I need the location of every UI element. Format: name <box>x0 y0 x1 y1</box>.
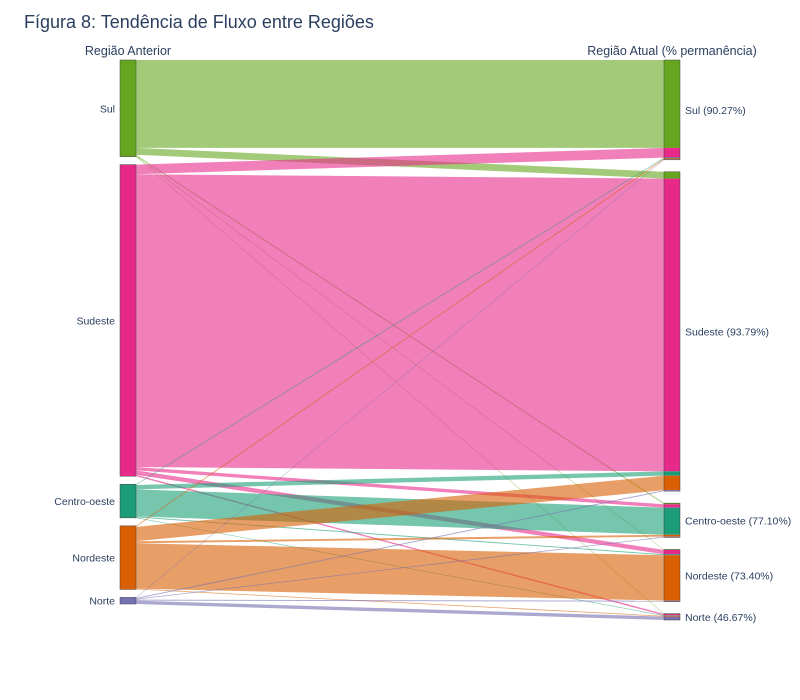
source-label-centro-oeste: Centro-oeste <box>54 496 115 508</box>
nodes-layer <box>119 59 681 621</box>
target-label-nordeste: Nordeste (73.40%) <box>685 571 773 583</box>
target-label-centro-oeste: Centro-oeste (77.10%) <box>685 515 791 527</box>
chart-title: Fígura 8: Tendência de Fluxo entre Regiõ… <box>24 12 374 32</box>
target-label-sul: Sul (90.27%) <box>685 105 746 117</box>
source-label-nordeste: Nordeste <box>72 553 115 565</box>
source-label-sudeste: Sudeste <box>76 315 115 327</box>
source-node-sul[interactable] <box>119 59 137 157</box>
link-sudeste-to-sudeste[interactable] <box>136 174 664 472</box>
target-node-segment-sudeste-from-centro-oeste <box>664 471 680 476</box>
target-column-header: Região Atual (% permanência) <box>587 44 757 58</box>
target-node-segment-nordeste-from-sudeste <box>664 549 680 555</box>
target-node-segment-norte-from-nordeste <box>664 615 680 617</box>
target-node-segment-sudeste-from-norte <box>664 490 680 492</box>
target-node-segment-norte-from-centro-oeste <box>664 615 680 616</box>
link-nordeste-to-centro-oeste[interactable] <box>136 534 664 544</box>
link-nordeste-to-sudeste[interactable] <box>136 475 664 542</box>
target-node-segment-sudeste-from-sul <box>664 171 680 179</box>
link-nordeste-to-sul[interactable] <box>136 158 664 527</box>
source-column-header: Região Anterior <box>85 44 171 58</box>
target-node-segment-sudeste-from-sudeste <box>664 178 680 472</box>
link-norte-to-norte[interactable] <box>136 600 664 620</box>
link-sudeste-to-sul[interactable] <box>136 147 664 175</box>
link-norte-to-sudeste[interactable] <box>136 490 664 599</box>
target-node-segment-nordeste-from-nordeste <box>664 555 680 601</box>
target-node-segment-sul-from-nordeste <box>664 158 680 160</box>
source-label-norte: Norte <box>89 596 115 608</box>
target-node-segment-sul-from-sudeste <box>664 147 680 158</box>
target-node-segment-centro-oeste-from-nordeste <box>664 534 680 537</box>
links-layer <box>136 60 664 620</box>
link-sul-to-sul[interactable] <box>136 60 664 148</box>
target-node-segment-centro-oeste-from-centro-oeste <box>664 507 680 535</box>
link-norte-to-centro-oeste[interactable] <box>136 536 664 600</box>
source-node-norte[interactable] <box>119 597 137 605</box>
link-norte-to-sul[interactable] <box>136 159 664 599</box>
link-centro-oeste-to-sudeste[interactable] <box>136 471 664 490</box>
source-node-centro-oeste[interactable] <box>119 483 137 519</box>
link-nordeste-to-nordeste[interactable] <box>136 543 664 601</box>
target-node-segment-sul-from-centro-oeste <box>664 157 680 159</box>
target-node-segment-norte-from-norte <box>664 616 680 620</box>
target-node-segment-sudeste-from-nordeste <box>664 475 680 491</box>
target-node-segment-norte-from-sudeste <box>664 613 680 616</box>
target-label-norte: Norte (46.67%) <box>685 612 756 624</box>
source-label-sul: Sul <box>100 103 115 115</box>
target-node-nordeste[interactable] <box>663 549 681 602</box>
target-node-centro-oeste[interactable] <box>663 502 681 538</box>
source-node-sudeste[interactable] <box>119 164 137 477</box>
target-node-segment-centro-oeste-from-norte <box>664 536 680 538</box>
link-centro-oeste-to-sul[interactable] <box>136 157 664 486</box>
target-node-sul[interactable] <box>663 59 681 161</box>
link-nordeste-to-norte[interactable] <box>136 588 664 617</box>
target-node-segment-nordeste-from-norte <box>664 600 680 602</box>
target-node-segment-sul-from-sul <box>664 60 680 148</box>
source-node-nordeste[interactable] <box>119 525 137 590</box>
target-node-segment-centro-oeste-from-sul <box>664 503 680 505</box>
target-label-sudeste: Sudeste (93.79%) <box>685 326 769 338</box>
link-norte-to-nordeste[interactable] <box>136 599 664 602</box>
target-node-sudeste[interactable] <box>663 171 681 492</box>
target-node-segment-nordeste-from-centro-oeste <box>664 554 680 556</box>
target-node-segment-centro-oeste-from-sudeste <box>664 504 680 508</box>
target-node-norte[interactable] <box>663 613 681 621</box>
labels-layer: Região Anterior Região Atual (% permanên… <box>54 44 791 624</box>
